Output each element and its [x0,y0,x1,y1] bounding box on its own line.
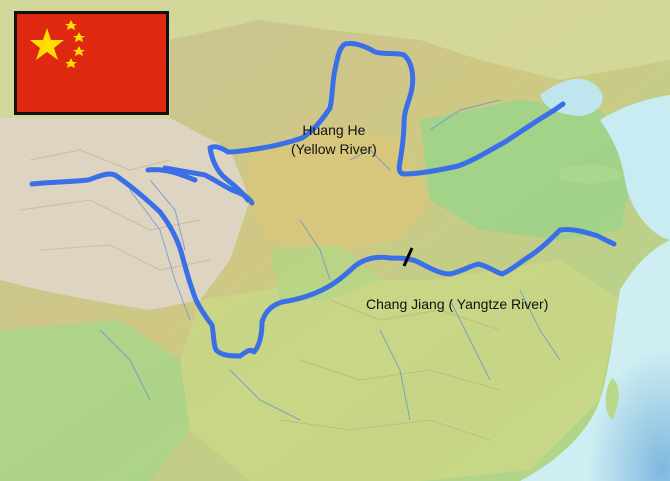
tibetan-plateau [0,118,250,310]
tributaries [99,99,561,421]
flag-small-star-icon [65,58,77,68]
chang-jiang-river [29,171,617,359]
east-china-sea [520,240,670,481]
north-china-plain [420,100,640,240]
taiwan-island [605,378,619,420]
flag-small-star-icon [73,46,85,56]
yellow-sea [600,95,670,240]
chang-jiang-label: Chang Jiang ( Yangtze River) [366,296,549,312]
huang-he-label-line1: Huang He [302,122,366,138]
china-flag [14,11,169,115]
flag-small-star-icon [73,32,85,42]
loess-plateau [245,130,430,250]
flag-small-star-icon [65,20,77,30]
shandong-peninsula [560,164,625,184]
sichuan-basin [270,245,380,300]
flag-graphic [17,14,166,112]
huang-he-label: Huang He (Yellow River) [291,121,377,159]
ridge-texture [19,149,501,441]
flag-large-star-icon [30,28,64,60]
southwest-lowland [0,320,190,481]
three-gorges-marker [402,247,414,267]
huang-he-upper [207,145,251,203]
huang-he-label-line2: (Yellow River) [291,141,377,157]
yangtze-upper-branch [145,167,198,183]
